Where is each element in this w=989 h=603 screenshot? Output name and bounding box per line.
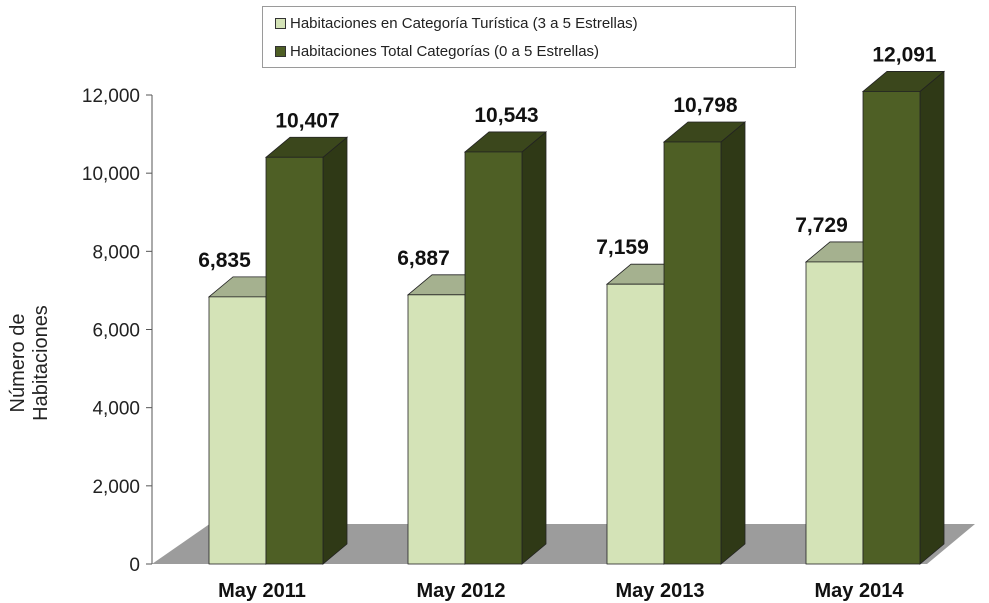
- bar-side: [322, 136, 348, 565]
- legend-label-touristic: Habitaciones en Categoría Turística (3 a…: [290, 15, 638, 32]
- data-label: 6,835: [198, 249, 251, 272]
- x-tick-label: May 2012: [417, 580, 506, 602]
- bar: [464, 151, 523, 565]
- legend-label-total: Habitaciones Total Categorías (0 a 5 Est…: [290, 43, 600, 60]
- data-label: 7,729: [795, 214, 848, 237]
- data-label: 10,798: [673, 94, 738, 117]
- y-tick-label: 12,000: [82, 86, 140, 107]
- data-label: 7,159: [596, 236, 649, 259]
- bar: [862, 91, 921, 565]
- x-tick-label: May 2011: [218, 580, 306, 602]
- bar-side: [919, 70, 945, 565]
- data-label: 12,091: [872, 43, 937, 66]
- y-tick-label: 2,000: [92, 477, 140, 498]
- bar: [407, 294, 466, 565]
- chart-floor: [152, 524, 975, 564]
- legend: Habitaciones en Categoría Turística (3 a…: [262, 6, 796, 68]
- y-tick-label: 8,000: [92, 242, 140, 263]
- y-tick-label: 10,000: [82, 164, 140, 185]
- y-tick-label: 4,000: [92, 399, 140, 420]
- data-label: 10,543: [474, 104, 538, 127]
- bar-side: [720, 121, 746, 565]
- bar-side: [521, 131, 547, 565]
- legend-swatch-touristic: [275, 18, 286, 29]
- bar: [606, 283, 665, 565]
- bar: [265, 156, 324, 565]
- data-label: 6,887: [397, 247, 450, 270]
- x-tick-label: May 2014: [815, 580, 905, 602]
- legend-item-total: Habitaciones Total Categorías (0 a 5 Est…: [275, 43, 599, 60]
- legend-item-touristic: Habitaciones en Categoría Turística (3 a…: [275, 15, 638, 32]
- y-tick-label: 6,000: [92, 321, 140, 342]
- bar: [805, 261, 864, 565]
- bar: [208, 296, 267, 565]
- legend-swatch-total: [275, 46, 286, 57]
- bar: [663, 141, 722, 565]
- x-tick-label: May 2013: [616, 580, 705, 602]
- data-label: 10,407: [275, 109, 339, 132]
- y-tick-label: 0: [129, 555, 140, 576]
